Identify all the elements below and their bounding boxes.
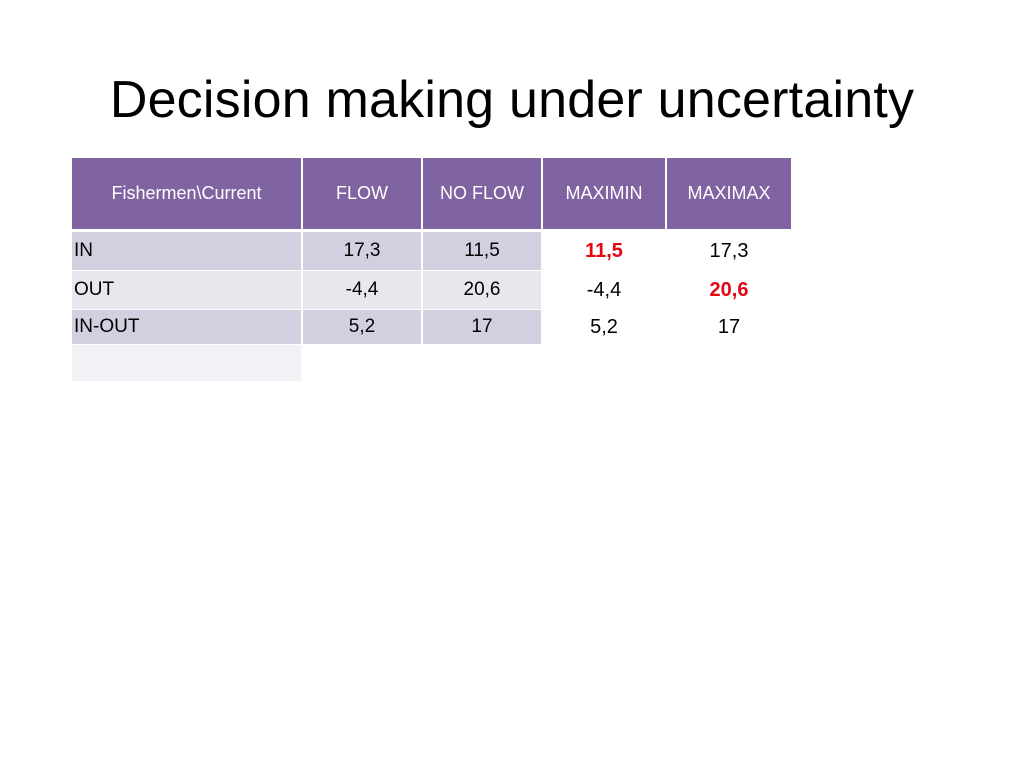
empty-cell [542,344,667,382]
flow-cell: 17,3 [302,230,423,271]
maximax-cell: 17 [666,309,793,345]
empty-cell [72,344,303,382]
flow-cell: 5,2 [302,309,423,345]
table-header-row: Fishermen\Current FLOW NO FLOW MAXIMIN M… [72,158,793,232]
empty-cell [666,344,793,382]
maximin-cell: 5,2 [542,309,667,345]
maximin-cell: 11,5 [542,230,667,271]
decision-table: Fishermen\Current FLOW NO FLOW MAXIMIN M… [72,158,793,382]
header-maximax: MAXIMAX [666,158,793,232]
empty-cell [422,344,543,382]
table-empty-row [72,344,793,382]
no-flow-cell: 11,5 [422,230,543,271]
maximin-cell: -4,4 [542,270,667,310]
maximax-cell: 17,3 [666,230,793,271]
empty-cell [302,344,423,382]
table-row: IN 17,3 11,5 11,5 17,3 [72,230,793,271]
maximax-cell: 20,6 [666,270,793,310]
row-label: IN [72,230,303,271]
table-row: IN-OUT 5,2 17 5,2 17 [72,309,793,345]
header-flow: FLOW [302,158,423,232]
slide-title: Decision making under uncertainty [109,71,915,129]
header-maximin: MAXIMIN [542,158,667,232]
header-fishermen-current: Fishermen\Current [72,158,303,232]
no-flow-cell: 17 [422,309,543,345]
header-no-flow: NO FLOW [422,158,543,232]
flow-cell: -4,4 [302,270,423,310]
table-row: OUT -4,4 20,6 -4,4 20,6 [72,270,793,310]
no-flow-cell: 20,6 [422,270,543,310]
row-label: IN-OUT [72,309,303,345]
row-label: OUT [72,270,303,310]
